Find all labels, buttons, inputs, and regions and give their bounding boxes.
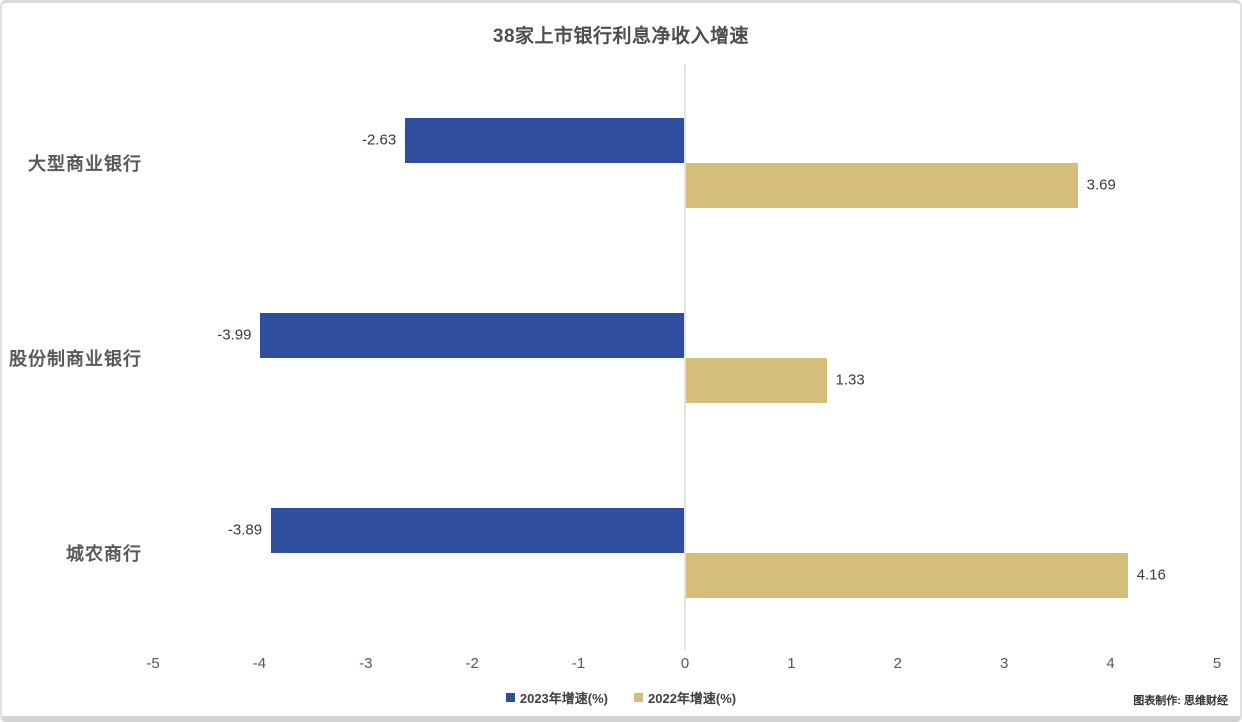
x-tick-label: -1: [571, 655, 586, 672]
credit-text: 图表制作: 思维财经: [1133, 695, 1228, 707]
bar-value-label: 3.69: [1086, 176, 1116, 194]
category-label: 股份制商业银行: [9, 348, 142, 369]
plot-area: -2.63 -3.99 -3.89 3.69 1.33 4.16: [153, 65, 1217, 650]
legend-item-2022: 2022年增速(%): [634, 688, 736, 707]
bar-value-label: -2.63: [361, 131, 397, 149]
category-label: 城农商行: [66, 543, 142, 564]
x-tick-label: 5: [1212, 655, 1222, 672]
x-tick-label: -4: [252, 655, 267, 672]
x-tick-label: -5: [146, 655, 160, 672]
bar: [271, 507, 685, 553]
bar-value-label: -3.99: [217, 326, 252, 344]
x-tick-label: 3: [1000, 655, 1009, 672]
legend-swatch-2023: [505, 693, 515, 702]
x-tick-label: -2: [465, 655, 479, 672]
zero-axis-line: [684, 65, 686, 650]
legend: 2023年增速(%) 2022年增速(%): [2, 688, 1240, 707]
x-tick-label: 1: [787, 655, 796, 672]
x-tick-label: -3: [359, 655, 373, 672]
bar: [685, 552, 1128, 598]
bar: [685, 162, 1078, 208]
category-label: 大型商业银行: [28, 153, 142, 174]
legend-swatch-2022: [634, 693, 643, 702]
bar: [685, 357, 827, 403]
legend-label-2022: 2022年增速(%): [648, 691, 737, 706]
x-tick-label: 0: [680, 655, 690, 672]
bar-value-label: 1.33: [835, 371, 865, 389]
bar-value-label: 4.16: [1136, 566, 1166, 584]
x-tick-label: 2: [893, 655, 902, 672]
legend-item-2023: 2023年增速(%): [505, 688, 608, 707]
x-tick-label: 4: [1106, 655, 1115, 672]
x-axis: -5 -4 -3 -2 -1 0 1 2 3 4 5: [146, 655, 1221, 675]
bar: [260, 312, 685, 358]
bar: [405, 117, 685, 163]
legend-label-2023: 2023年增速(%): [519, 691, 608, 706]
chart-title: 38家上市银行利息净收入增速: [492, 26, 750, 47]
bar-value-label: -3.89: [227, 521, 263, 539]
category-axis: 大型商业银行股份制商业银行城农商行: [2, 65, 142, 650]
